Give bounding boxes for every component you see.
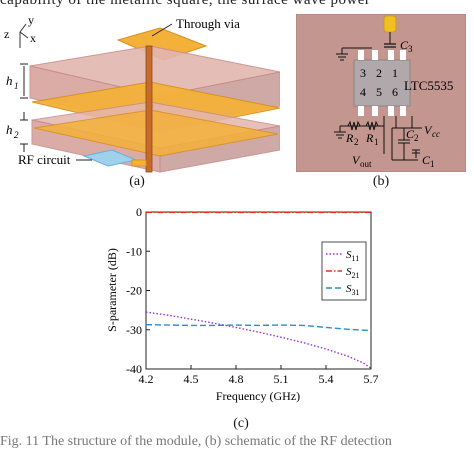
via-bottom-pad	[131, 159, 147, 167]
pin-6-label: 6	[392, 85, 398, 99]
ground-icon	[336, 47, 372, 61]
pin-pad	[388, 106, 394, 116]
vout-subscript: out	[360, 159, 372, 169]
pin-4-label: 4	[360, 85, 366, 99]
pin-pad	[372, 106, 378, 116]
h1-dimension	[20, 63, 28, 99]
c1-label: C	[422, 153, 431, 167]
panel-b-schematic: C 3 3 2 1 4 5 6 LTC5535 R 2 R 1	[296, 14, 466, 172]
h2-subscript: 2	[14, 130, 19, 140]
series-lines	[145, 211, 372, 369]
x-tick-label: 4.8	[229, 372, 244, 386]
c2-subscript: 2	[414, 133, 419, 143]
y-tick-label: -40	[126, 362, 142, 376]
footer-text: Fig. 11 The structure of the module, (b)…	[0, 434, 392, 449]
h1-subscript: 1	[14, 81, 19, 91]
x-tick-label: 5.1	[274, 372, 289, 386]
panel-a-caption: (a)	[129, 174, 145, 189]
y-axis-label: S-parameter (dB)	[105, 248, 119, 332]
axis-x-label: x	[30, 31, 36, 45]
h1-label: h	[6, 73, 13, 88]
y-axis-ticks: 0 -10 -20 -30 -40	[126, 205, 150, 376]
capacitor-network	[391, 116, 420, 161]
through-via	[145, 45, 153, 173]
vcc-label: V	[424, 123, 433, 137]
pin-pad	[400, 50, 406, 60]
x-tick-label: 5.7	[364, 372, 379, 386]
panel-c-caption: (c)	[233, 416, 249, 431]
axis-z-label: z	[4, 27, 9, 41]
through-via-label: Through via	[176, 16, 240, 31]
panel-a-diagram: y x z Through via h 1 h 2 RF circuit	[4, 13, 280, 173]
pin-1-label: 1	[392, 66, 398, 80]
vcc-subscript: cc	[432, 129, 440, 139]
chip-name-label: LTC5535	[404, 78, 453, 93]
axis-indicator	[19, 23, 29, 48]
x-axis-label: Frequency (GHz)	[216, 389, 300, 403]
rf-circuit-label: RF circuit	[18, 152, 71, 167]
pin-3-label: 3	[360, 66, 366, 80]
vout-label: V	[352, 153, 361, 167]
h2-dimension	[20, 112, 28, 152]
series-line-s11	[145, 311, 372, 369]
r2-label: R	[345, 131, 354, 145]
c3-subscript: 3	[408, 44, 413, 54]
x-tick-label: 5.4	[319, 372, 334, 386]
pin-pad	[400, 106, 406, 116]
y-tick-label: 0	[136, 205, 142, 219]
c3-capacitor	[383, 15, 397, 33]
pin-pad	[358, 106, 364, 116]
c2-label: C	[406, 127, 415, 141]
pin-2-label: 2	[376, 66, 382, 80]
chip-ltc5535	[353, 59, 411, 107]
r1-label: R	[365, 131, 374, 145]
c3-label: C	[400, 38, 409, 52]
pin-pad	[372, 50, 378, 60]
through-via-leader	[151, 23, 173, 37]
series-line-s31	[145, 323, 372, 332]
resistor-network	[334, 116, 385, 154]
header-text: capability of the metallic square, the s…	[0, 0, 371, 8]
c1-subscript: 1	[430, 159, 435, 169]
x-tick-label: 4.2	[139, 372, 154, 386]
bottom-ground-plane	[33, 109, 279, 157]
x-tick-label: 4.5	[184, 372, 199, 386]
h2-label: h	[6, 122, 13, 137]
s-parameter-chart: 4.2 4.5 4.8 5.1 5.4 5.7 0 -10 -20 -30 -40 Frequen…	[105, 205, 379, 403]
pin-5-label: 5	[376, 85, 382, 99]
axis-y-label: y	[28, 13, 34, 27]
y-tick-label: -20	[126, 284, 142, 298]
pin-pad	[388, 50, 394, 60]
panel-b-caption: (b)	[372, 174, 390, 189]
y-tick-label: -10	[126, 244, 142, 258]
y-tick-label: -30	[126, 323, 142, 337]
r2-subscript: 2	[354, 137, 359, 147]
r1-subscript: 1	[374, 137, 379, 147]
pin-pad	[358, 50, 364, 60]
x-axis-ticks: 4.2 4.5 4.8 5.1 5.4 5.7	[139, 365, 379, 386]
